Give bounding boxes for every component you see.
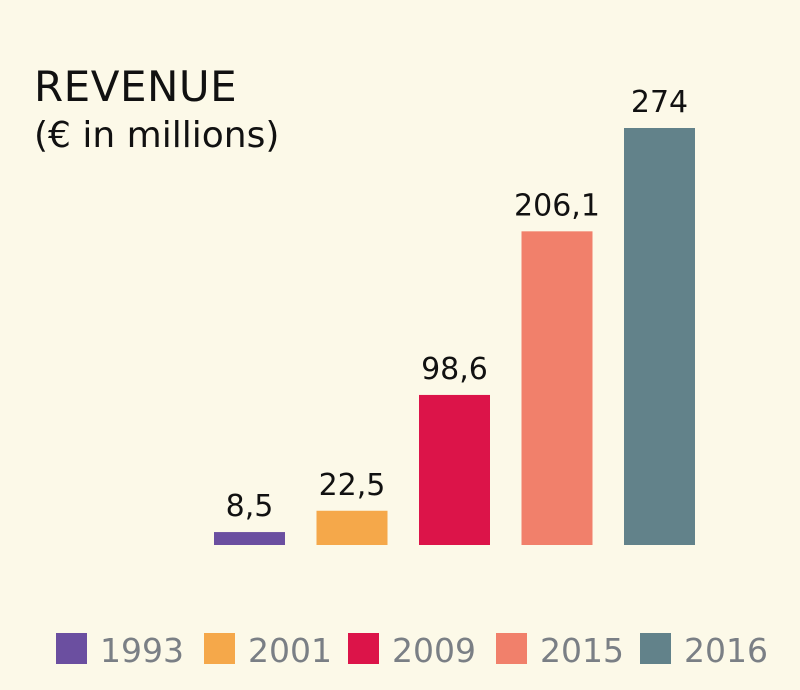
legend-label-2015: 2015 xyxy=(540,631,624,670)
value-label-1993: 8,5 xyxy=(226,489,274,524)
legend-label-2001: 2001 xyxy=(248,631,332,670)
bar-2001 xyxy=(316,510,388,545)
legend-swatch-2001 xyxy=(204,633,235,664)
bar-1993 xyxy=(214,532,285,545)
chart-subtitle: (€ in millions) xyxy=(34,115,280,156)
legend-label-2009: 2009 xyxy=(392,631,476,670)
legend-swatch-2009 xyxy=(348,633,379,664)
value-label-2001: 22,5 xyxy=(319,468,386,503)
bar-2009 xyxy=(419,394,490,545)
legend-label-1993: 1993 xyxy=(100,631,184,670)
legend-label-2016: 2016 xyxy=(684,631,768,670)
bar-2016 xyxy=(624,128,695,545)
bar-2015 xyxy=(521,231,593,546)
value-label-2009: 98,6 xyxy=(421,352,488,387)
value-label-2016: 274 xyxy=(631,85,688,120)
legend-swatch-2015 xyxy=(496,633,527,664)
legend-swatch-2016 xyxy=(640,633,671,664)
chart-title: REVENUE xyxy=(34,62,238,111)
value-label-2015: 206,1 xyxy=(514,188,600,223)
legend-swatch-1993 xyxy=(56,633,87,664)
